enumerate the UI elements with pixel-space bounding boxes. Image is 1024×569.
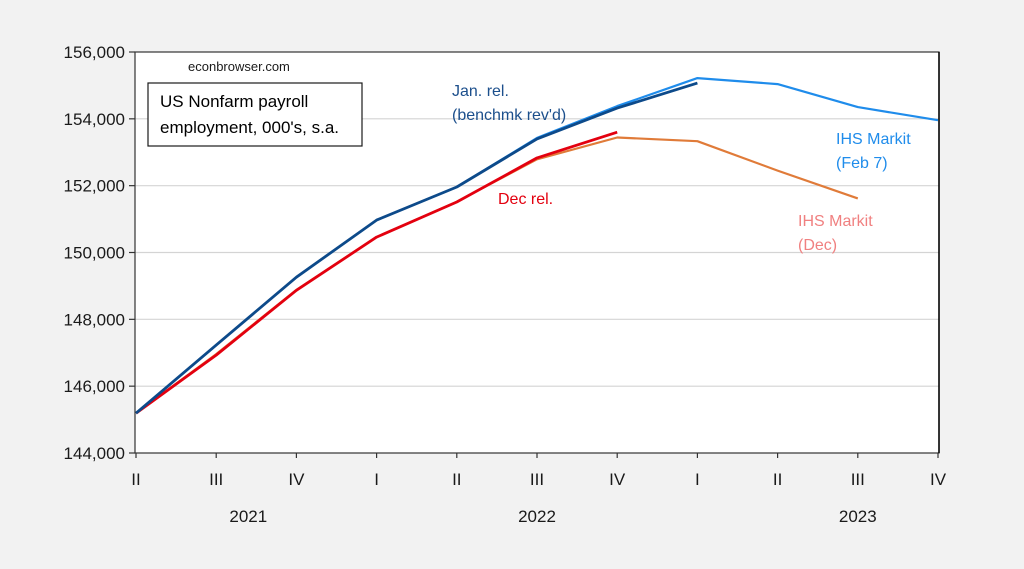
x-tick-label: IV — [609, 470, 626, 489]
series-annotation: Jan. rel. — [452, 83, 509, 100]
year-label: 2021 — [229, 507, 267, 526]
y-tick-label: 152,000 — [64, 177, 125, 196]
y-tick-label: 150,000 — [64, 244, 125, 263]
series-annotation: IHS Markit — [836, 131, 911, 148]
x-tick-label: IV — [288, 470, 305, 489]
x-tick-label: IV — [930, 470, 947, 489]
gridlines — [135, 118, 939, 387]
y-axis: 144,000 146,000 148,000 150,000 152,000 154,0… — [64, 43, 135, 463]
series-line-jan-rel-benchmk-rev-d — [135, 81, 698, 415]
x-tick-label: I — [695, 470, 700, 489]
x-tick-label: III — [530, 470, 544, 489]
series-annotation: Dec rel. — [498, 191, 553, 208]
series-annotation: (Feb 7) — [836, 155, 888, 172]
series-annotation: IHS Markit — [798, 213, 873, 230]
title-box: US Nonfarm payroll employment, 000's, s.… — [147, 82, 363, 147]
y-tick-label: 144,000 — [64, 444, 125, 463]
series-lines — [135, 76, 939, 415]
x-tick-label: I — [374, 470, 379, 489]
year-label: 2023 — [839, 507, 877, 526]
y-tick-label: 154,000 — [64, 110, 125, 129]
y-tick-label: 146,000 — [64, 377, 125, 396]
series-annotation: (benchmk rev'd) — [452, 107, 566, 124]
chart-title-line-1: US Nonfarm payroll — [160, 92, 308, 111]
x-tick-label: II — [131, 470, 140, 489]
y-tick-label: 156,000 — [64, 43, 125, 62]
series-annotation: (Dec) — [798, 237, 837, 254]
x-tick-label: II — [773, 470, 782, 489]
x-tick-label: III — [851, 470, 865, 489]
x-tick-label: III — [209, 470, 223, 489]
x-tick-label: II — [452, 470, 461, 489]
series-annotations: Jan. rel. (benchmk rev'd) Dec rel. IHS Mark… — [452, 83, 911, 254]
year-label: 2022 — [518, 507, 556, 526]
series-line-dec-rel — [135, 130, 618, 415]
chart-title-line-2: employment, 000's, s.a. — [160, 118, 339, 137]
y-tick-label: 148,000 — [64, 310, 125, 329]
watermark: econbrowser.com — [188, 59, 290, 74]
